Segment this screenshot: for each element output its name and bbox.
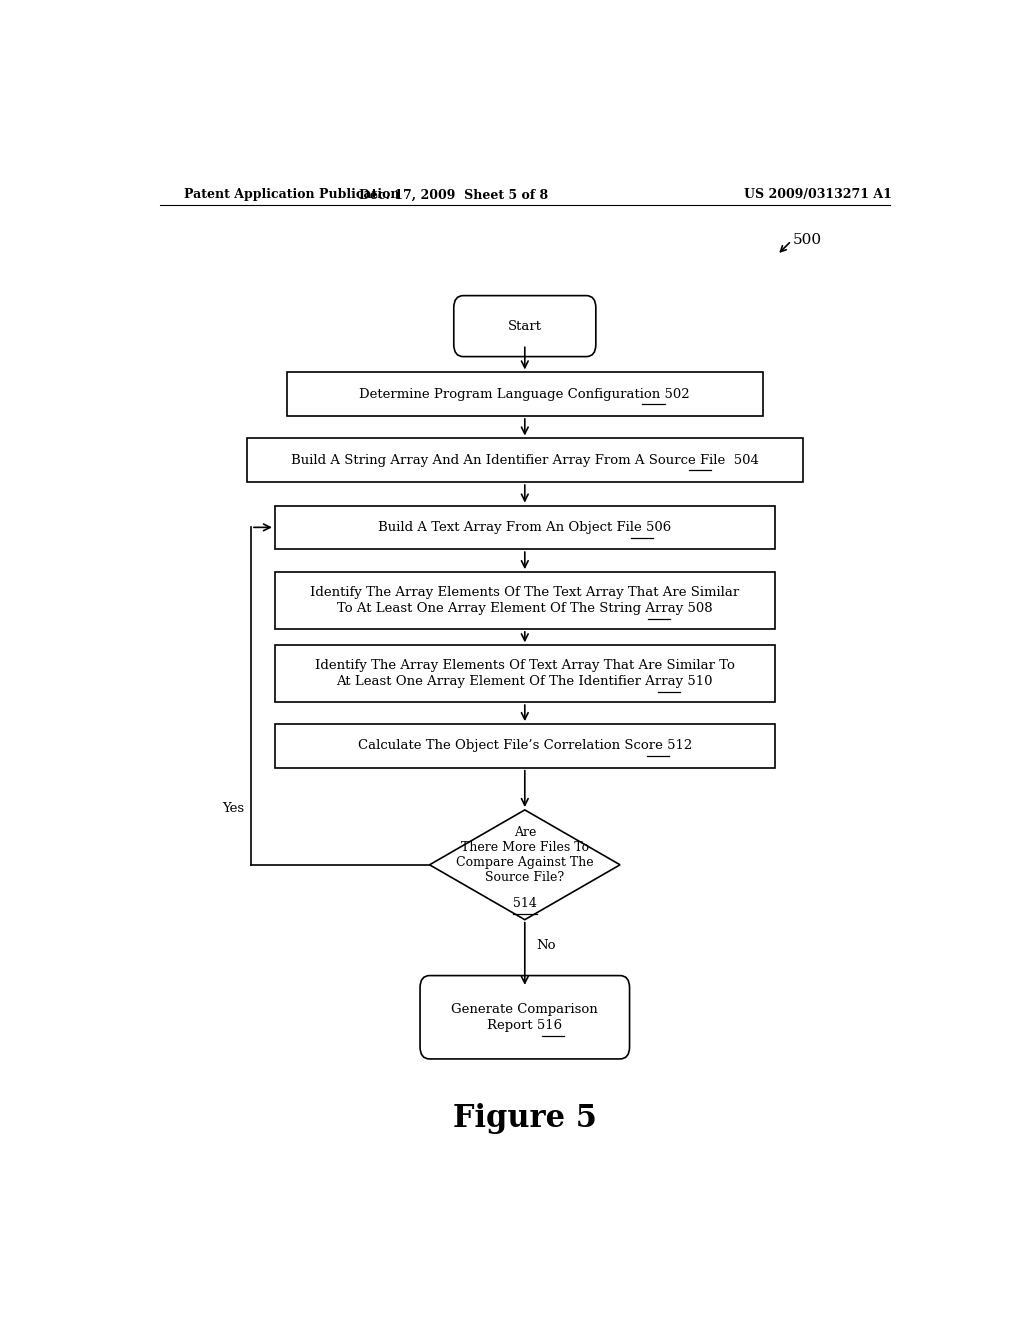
Text: 500: 500 — [793, 232, 822, 247]
Text: Identify The Array Elements Of The Text Array That Are Similar: Identify The Array Elements Of The Text … — [310, 586, 739, 599]
Text: Build A String Array And An Identifier Array From A Source File  504: Build A String Array And An Identifier A… — [291, 454, 759, 467]
Text: Yes: Yes — [222, 803, 245, 816]
Text: Determine Program Language Configuration 502: Determine Program Language Configuration… — [359, 388, 690, 401]
Bar — [287, 372, 763, 416]
Bar — [274, 645, 775, 702]
FancyBboxPatch shape — [454, 296, 596, 356]
Text: Calculate The Object File’s Correlation Score 512: Calculate The Object File’s Correlation … — [357, 739, 692, 752]
Text: Generate Comparison: Generate Comparison — [452, 1003, 598, 1015]
Text: Are
There More Files To
Compare Against The
Source File?: Are There More Files To Compare Against … — [456, 825, 594, 883]
Bar — [274, 572, 775, 630]
Text: Report 516: Report 516 — [487, 1019, 562, 1032]
Bar — [274, 506, 775, 549]
Text: At Least One Array Element Of The Identifier Array 510: At Least One Array Element Of The Identi… — [337, 676, 713, 688]
Text: 514: 514 — [513, 896, 537, 909]
Text: Build A Text Array From An Object File 506: Build A Text Array From An Object File 5… — [378, 521, 672, 533]
Text: Start: Start — [508, 319, 542, 333]
Text: US 2009/0313271 A1: US 2009/0313271 A1 — [744, 189, 892, 202]
Text: No: No — [537, 939, 556, 952]
Bar — [274, 725, 775, 768]
Text: Patent Application Publication: Patent Application Publication — [183, 189, 399, 202]
Text: Identify The Array Elements Of Text Array That Are Similar To: Identify The Array Elements Of Text Arra… — [314, 659, 735, 672]
FancyBboxPatch shape — [420, 975, 630, 1059]
Polygon shape — [430, 810, 620, 920]
Text: Dec. 17, 2009  Sheet 5 of 8: Dec. 17, 2009 Sheet 5 of 8 — [358, 189, 548, 202]
Text: Figure 5: Figure 5 — [453, 1104, 597, 1134]
Bar — [247, 438, 803, 482]
Text: To At Least One Array Element Of The String Array 508: To At Least One Array Element Of The Str… — [337, 602, 713, 615]
